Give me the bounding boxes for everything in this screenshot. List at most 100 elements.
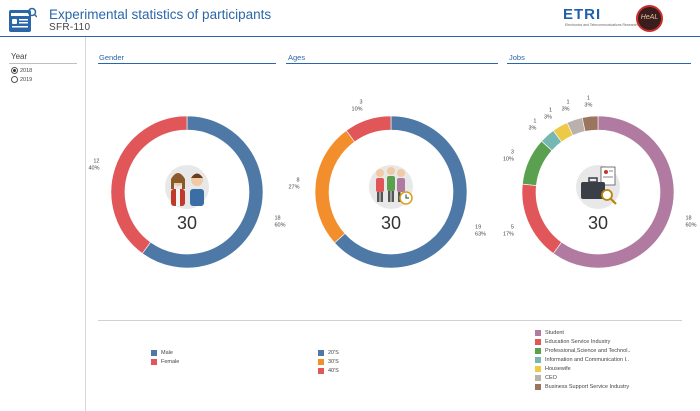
jobs-panel-underline <box>507 63 691 64</box>
donut-segment-female[interactable] <box>110 115 188 254</box>
donut-segment-professional-science-and-technol[interactable] <box>522 140 553 186</box>
segment-count-label: 1 <box>533 119 536 125</box>
donut-segment-30-s[interactable] <box>314 130 355 244</box>
etri-logo-text: ETRI <box>563 6 602 23</box>
legend-swatch <box>151 349 157 356</box>
heal-logo: HeAL <box>636 5 663 32</box>
segment-count-label: 3 <box>360 100 363 106</box>
legend-label: CEO <box>545 374 557 381</box>
legend-swatch <box>535 338 541 345</box>
segment-count-label: 1 <box>567 100 570 106</box>
segment-percent-label: 10% <box>503 157 514 163</box>
legend-item-professional-science-and-technol[interactable]: Professional,Science and Technol.. <box>535 346 631 355</box>
etri-logo: ETRI Electronics and Telecommunications … <box>563 6 651 30</box>
legend-label: Student <box>545 329 564 336</box>
legend-label: 20'S <box>328 349 339 356</box>
legend-label: 30'S <box>328 358 339 365</box>
legend-swatch <box>535 347 541 354</box>
page-title: Experimental statistics of participants <box>49 7 272 22</box>
legend-label: 40'S <box>328 367 339 374</box>
legend-label: Business Support Service Industry <box>545 383 630 390</box>
ages-legend: 20'S 30'S 40'S <box>318 348 339 375</box>
year-option-label: 2018 <box>20 67 33 74</box>
donut-segment-40-s[interactable] <box>345 115 392 143</box>
legend-swatch <box>535 329 541 336</box>
legend-item-40-s[interactable]: 40'S <box>318 366 339 375</box>
legend-item-business-support-service-industry[interactable]: Business Support Service Industry <box>535 382 631 391</box>
couple-icon <box>165 165 209 209</box>
legend-label: Information and Communication I.. <box>545 356 630 363</box>
legend-swatch <box>318 358 324 365</box>
jobs-panel-title: Jobs <box>509 53 525 62</box>
legend-swatch <box>535 365 541 372</box>
radio-checked-icon[interactable] <box>11 67 18 74</box>
etri-logo-subtext: Electronics and Telecommunications Resea… <box>565 23 651 27</box>
segment-count-label: 19 <box>475 224 481 230</box>
legend-item-female[interactable]: Female <box>151 357 179 366</box>
legend-item-student[interactable]: Student <box>535 328 631 337</box>
jobs-total-value: 30 <box>588 213 608 233</box>
segment-percent-label: 60% <box>274 222 285 228</box>
year-filter-divider <box>9 63 77 64</box>
legend-label: Male <box>161 349 173 356</box>
legend-label: Professional,Science and Technol.. <box>545 347 631 354</box>
segment-count-label: 1 <box>587 96 590 102</box>
legend-item-male[interactable]: Male <box>151 348 179 357</box>
legend-swatch <box>151 358 157 365</box>
heal-logo-text: HeAL <box>640 14 659 21</box>
legend-label: Housewife <box>545 365 571 372</box>
legend-item-housewife[interactable]: Housewife <box>535 364 631 373</box>
group-clock-icon <box>369 165 413 209</box>
legend-swatch <box>318 367 324 374</box>
segment-percent-label: 3% <box>544 114 552 120</box>
segment-count-label: 5 <box>511 224 514 230</box>
segment-percent-label: 27% <box>288 184 299 190</box>
report-document-icon <box>9 7 37 32</box>
segment-percent-label: 40% <box>88 166 99 172</box>
jobs-legend: Student Education Service Industry Profess… <box>535 328 631 391</box>
header: Experimental statistics of participants … <box>0 0 700 36</box>
segment-percent-label: 3% <box>584 103 592 109</box>
segment-count-label: 8 <box>296 177 299 183</box>
legend-label: Education Service Industry <box>545 338 611 345</box>
briefcase-magnifier-icon <box>576 165 620 209</box>
header-divider <box>0 36 700 37</box>
legend-item-30-s[interactable]: 30'S <box>318 357 339 366</box>
legend-item-ceo[interactable]: CEO <box>535 373 631 382</box>
segment-percent-label: 3% <box>562 107 570 113</box>
donut-segment-20-s[interactable] <box>334 115 468 269</box>
legend-swatch <box>535 374 541 381</box>
year-option-2019[interactable]: 2019 <box>11 76 32 83</box>
segment-count-label: 12 <box>93 159 99 165</box>
segment-percent-label: 3% <box>528 126 536 132</box>
segment-count-label: 3 <box>511 150 514 156</box>
segment-count-label: 18 <box>685 215 691 221</box>
legend-item-information-and-communication-i[interactable]: Information and Communication I.. <box>535 355 631 364</box>
legend-item-20-s[interactable]: 20'S <box>318 348 339 357</box>
ages-panel-title: Ages <box>288 53 306 62</box>
donut-segment-education-service-industry[interactable] <box>521 183 562 254</box>
donut-segment-business-support-service-industry[interactable] <box>581 115 599 132</box>
segment-percent-label: 63% <box>475 231 486 237</box>
page-subtitle: SFR-110 <box>49 22 91 33</box>
ages-total-value: 30 <box>381 213 401 233</box>
legend-item-education-service-industry[interactable]: Education Service Industry <box>535 337 631 346</box>
gender-legend: Male Female <box>151 348 179 366</box>
gender-total-value: 30 <box>177 213 197 233</box>
year-filter-label: Year <box>11 52 28 61</box>
legend-label: Female <box>161 358 180 365</box>
year-option-2018[interactable]: 2018 <box>11 67 32 74</box>
gender-panel-underline <box>98 63 276 64</box>
gender-panel-title: Gender <box>99 53 125 62</box>
segment-percent-label: 10% <box>352 107 363 113</box>
legend-divider <box>98 320 682 321</box>
year-option-label: 2019 <box>20 76 33 83</box>
segment-percent-label: 60% <box>685 222 696 228</box>
legend-swatch <box>318 349 324 356</box>
segment-percent-label: 17% <box>503 231 514 237</box>
legend-swatch <box>535 356 541 363</box>
radio-unchecked-icon[interactable] <box>11 76 18 83</box>
